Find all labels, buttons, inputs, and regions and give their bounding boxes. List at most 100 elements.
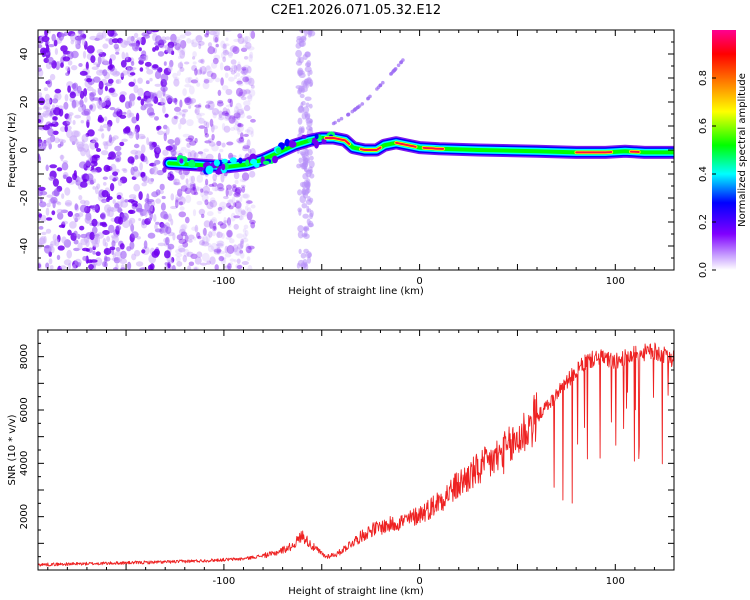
noise-band-speck bbox=[300, 252, 307, 259]
noise-speck bbox=[229, 258, 235, 262]
noise-speck bbox=[244, 56, 249, 60]
noise-speck bbox=[51, 104, 56, 111]
noise-speck bbox=[170, 150, 177, 156]
noise-speck bbox=[241, 178, 247, 183]
noise-speck bbox=[97, 55, 102, 65]
noise-speck bbox=[141, 182, 147, 187]
noise-speck bbox=[46, 79, 53, 88]
noise-speck bbox=[226, 202, 232, 208]
noise-speck bbox=[102, 230, 110, 235]
noise-speck bbox=[173, 115, 178, 120]
noise-speck bbox=[241, 68, 248, 74]
noise-speck bbox=[245, 88, 251, 94]
track-blotch bbox=[311, 137, 317, 144]
colorbar: 0.0 0.2 0.4 0.6 0.8 Normalized spectral ampl… bbox=[698, 30, 748, 278]
secondary-track-point bbox=[392, 68, 396, 73]
noise-speck bbox=[167, 65, 173, 73]
noise-speck bbox=[61, 220, 68, 225]
noise-band-speck bbox=[307, 30, 312, 38]
noise-speck bbox=[86, 173, 94, 182]
noise-speck bbox=[72, 264, 77, 270]
noise-speck bbox=[219, 201, 227, 210]
noise-speck bbox=[219, 62, 224, 71]
noise-speck bbox=[217, 89, 222, 96]
noise-speck bbox=[243, 89, 251, 95]
noise-speck bbox=[142, 104, 150, 109]
noise-speck bbox=[221, 111, 226, 116]
noise-speck bbox=[155, 198, 162, 204]
noise-speck bbox=[131, 116, 138, 124]
noise-speck bbox=[154, 223, 158, 230]
noise-speck bbox=[45, 262, 50, 269]
noise-speck bbox=[171, 98, 178, 103]
noise-speck bbox=[94, 142, 99, 149]
noise-speck bbox=[225, 49, 229, 55]
noise-speck bbox=[193, 152, 199, 159]
noise-speck bbox=[38, 140, 44, 149]
noise-speck bbox=[73, 170, 77, 177]
noise-speck bbox=[67, 85, 71, 93]
colorbar-gradient bbox=[712, 30, 736, 270]
noise-speck bbox=[96, 32, 104, 40]
noise-speck bbox=[228, 76, 235, 82]
noise-speck bbox=[85, 61, 89, 70]
noise-band-speck bbox=[305, 112, 311, 119]
noise-speck bbox=[188, 85, 195, 95]
noise-speck bbox=[93, 242, 100, 248]
noise-speck bbox=[167, 243, 175, 250]
noise-speck bbox=[190, 187, 197, 195]
noise-speck bbox=[242, 146, 250, 152]
noise-speck bbox=[236, 265, 243, 269]
noise-speck bbox=[58, 224, 65, 228]
noise-speck bbox=[199, 151, 203, 157]
noise-speck bbox=[183, 248, 190, 258]
noise-speck bbox=[92, 178, 97, 184]
noise-speck bbox=[184, 187, 192, 195]
noise-speck bbox=[175, 256, 181, 263]
noise-speck bbox=[60, 154, 64, 162]
noise-speck bbox=[165, 145, 173, 151]
noise-speck bbox=[190, 253, 198, 259]
noise-speck bbox=[133, 183, 141, 192]
noise-speck bbox=[187, 135, 195, 141]
noise-speck bbox=[232, 244, 238, 253]
noise-speck bbox=[161, 195, 166, 200]
noise-speck bbox=[152, 64, 159, 69]
noise-speck bbox=[140, 135, 146, 139]
noise-band-speck bbox=[298, 105, 304, 113]
noise-speck bbox=[178, 211, 187, 218]
noise-speck bbox=[195, 185, 200, 193]
noise-band-speck bbox=[301, 80, 307, 88]
noise-speck bbox=[234, 119, 238, 126]
noise-speck bbox=[96, 183, 101, 190]
noise-speck bbox=[78, 63, 83, 67]
noise-speck bbox=[113, 43, 120, 50]
noise-speck bbox=[240, 184, 246, 188]
noise-speck bbox=[191, 38, 199, 48]
noise-speck bbox=[104, 85, 108, 92]
noise-speck bbox=[195, 187, 204, 191]
noise-speck bbox=[196, 232, 201, 239]
noise-speck bbox=[63, 259, 72, 266]
noise-speck bbox=[77, 233, 81, 240]
noise-speck bbox=[115, 247, 121, 252]
noise-speck bbox=[101, 133, 105, 139]
noise-speck bbox=[184, 31, 192, 36]
noise-speck bbox=[44, 103, 51, 110]
noise-speck bbox=[204, 199, 209, 206]
noise-speck bbox=[138, 56, 146, 62]
noise-speck bbox=[151, 94, 155, 102]
noise-speck bbox=[206, 260, 211, 265]
noise-speck bbox=[54, 137, 60, 144]
track-blotch bbox=[250, 158, 258, 165]
noise-speck bbox=[228, 115, 236, 124]
noise-speck bbox=[249, 30, 253, 38]
noise-speck bbox=[235, 206, 242, 216]
noise-speck bbox=[38, 97, 46, 106]
noise-speck bbox=[218, 185, 225, 193]
noise-speck bbox=[223, 125, 231, 133]
noise-speck bbox=[245, 243, 250, 251]
noise-speck bbox=[147, 232, 156, 239]
noise-speck bbox=[91, 204, 99, 211]
track-blotch bbox=[301, 134, 307, 139]
